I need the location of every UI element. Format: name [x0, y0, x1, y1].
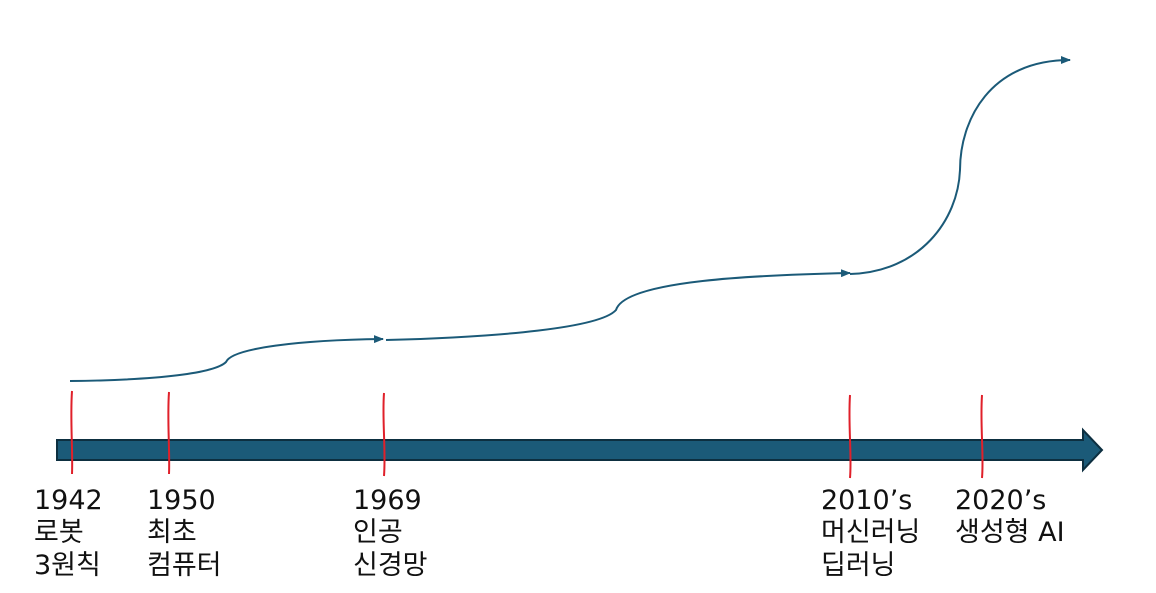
milestone-2020s: 2020’s 생성형 AI [955, 485, 1065, 548]
milestone-year-1969: 1969 [353, 485, 422, 516]
milestone-tick-1950 [167, 391, 171, 475]
growth-curve [69, 56, 1071, 382]
milestone-tick-1969 [382, 392, 386, 477]
milestone-line-1942-2: 3원칙 [34, 550, 101, 581]
milestone-year-2010s: 2010’s [821, 485, 912, 516]
timeline-axis-arrow [56, 427, 1104, 473]
milestone-year-1942: 1942 [34, 485, 103, 516]
milestone-ticks [70, 390, 984, 479]
milestone-line-1950-2: 컴퓨터 [147, 550, 222, 581]
milestone-line-2010s-1: 머신러닝 [821, 517, 920, 548]
milestone-year-2020s: 2020’s [955, 485, 1046, 516]
growth-curve-segment-2 [385, 269, 851, 341]
milestone-line-1969-2: 신경망 [353, 550, 428, 581]
milestone-tick-1942 [70, 390, 74, 475]
milestone-line-2020s-1: 생성형 AI [955, 517, 1065, 548]
milestone-labels: 1942 로봇 3원칙 1950 최초 컴퓨터 1969 인공 신경망 2010… [34, 485, 1065, 581]
milestone-1969: 1969 인공 신경망 [353, 485, 428, 581]
milestone-tick-2010s [848, 394, 852, 479]
milestone-line-1950-1: 최초 [147, 517, 197, 548]
milestone-1942: 1942 로봇 3원칙 [34, 485, 103, 581]
milestone-2010s: 2010’s 머신러닝 딥러닝 [821, 485, 920, 581]
milestone-line-2010s-2: 딥러닝 [821, 550, 896, 581]
growth-curve-segment-1 [69, 335, 384, 382]
growth-curve-segment-3 [849, 56, 1071, 275]
milestone-line-1969-1: 인공 [353, 517, 403, 548]
milestone-1950: 1950 최초 컴퓨터 [147, 485, 222, 581]
milestone-tick-2020s [980, 394, 984, 479]
milestone-line-1942-1: 로봇 [34, 517, 84, 548]
milestone-year-1950: 1950 [147, 485, 216, 516]
